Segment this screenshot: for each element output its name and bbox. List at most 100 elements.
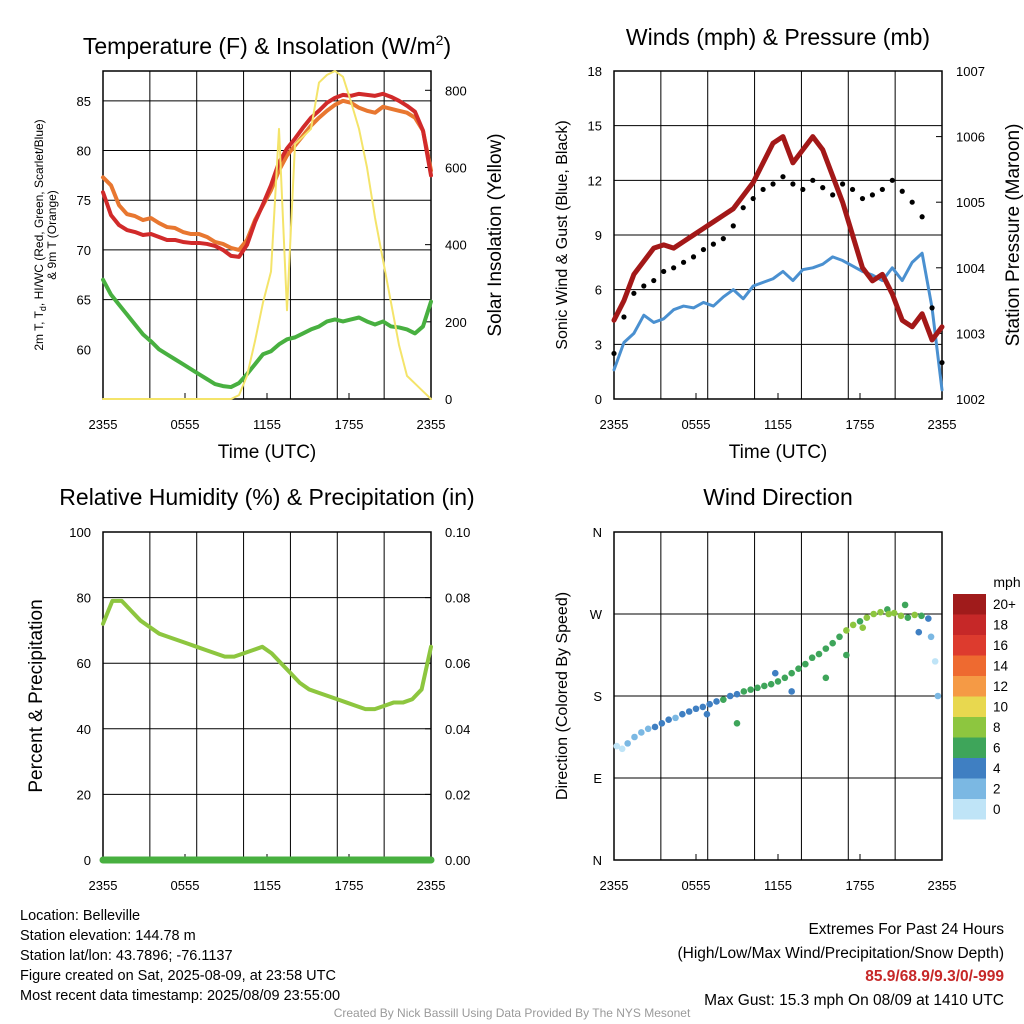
legend-swatch (953, 758, 986, 779)
y2-tick-label: 800 (445, 83, 467, 98)
legend-label: 10 (993, 700, 1008, 715)
gust-point (661, 268, 667, 275)
pressure-y-label: Station Pressure (Maroon) (1003, 124, 1024, 347)
direction-point (761, 682, 768, 690)
gust-point (631, 290, 637, 296)
direction-point (658, 720, 666, 727)
y2-tick-label: 0.02 (445, 787, 470, 802)
wind-direction-points (613, 601, 942, 753)
direction-point (726, 692, 734, 700)
temperature-series (101, 70, 433, 400)
y-tick-label: 65 (77, 293, 91, 308)
wind-direction-grid (614, 531, 942, 860)
direction-point (767, 680, 775, 688)
x-tick-label: 2355 (89, 417, 118, 432)
wind-speed-line (612, 251, 944, 392)
x-tick-label: 1755 (335, 878, 364, 893)
gust-point (790, 181, 796, 187)
gust-point (621, 314, 627, 320)
direction-point (904, 614, 912, 621)
direction-point (747, 686, 754, 693)
y2-tick-label: 0.10 (445, 525, 470, 540)
wind-direction-panel: Wind Direction 2355 0555 1155 1755 2355 N E S W… (554, 484, 1021, 893)
legend-swatch (953, 594, 986, 615)
y-tick-label: 9 (595, 228, 602, 243)
legend-swatch (953, 614, 986, 635)
y2-tick-label: 400 (445, 238, 467, 253)
temperature-y-ticks: 60 65 70 75 80 85 (77, 94, 91, 357)
direction-point (644, 725, 652, 733)
x-tick-label: 1155 (253, 417, 281, 432)
direction-point (802, 660, 809, 668)
y-tick-label: E (593, 771, 602, 786)
direction-point (915, 628, 923, 636)
direction-point (836, 633, 843, 641)
legend-label: 16 (993, 638, 1008, 653)
pressure-line (611, 134, 945, 343)
humidity-x-ticks: 2355 0555 1155 1755 2355 (89, 854, 446, 893)
y-tick-label: 80 (77, 144, 91, 159)
humidity-title: Relative Humidity (%) & Precipitation (i… (59, 484, 474, 510)
direction-point (863, 614, 871, 621)
y2-tick-label: 200 (445, 315, 467, 330)
direction-point (925, 615, 932, 622)
y-tick-label: 75 (77, 193, 91, 208)
wind-x-ticks: 2355 0555 1155 1755 2355 (600, 393, 956, 432)
x-tick-label: 0555 (682, 878, 711, 893)
y2-tick-label: 0.06 (445, 656, 470, 671)
direction-point (733, 720, 741, 727)
gust-point (859, 195, 866, 202)
x-tick-label: 2355 (89, 878, 118, 893)
y2-tick-label: 1004 (956, 261, 985, 276)
y-tick-label: 0 (84, 853, 91, 868)
direction-point (856, 617, 864, 625)
station-location: Location: Belleville (20, 908, 141, 924)
x-tick-label: 2355 (928, 878, 957, 893)
x-tick-label: 0555 (682, 417, 711, 432)
x-tick-label: 1155 (764, 417, 792, 432)
x-tick-label: 0555 (171, 417, 200, 432)
legend-label: 6 (993, 741, 1001, 756)
y-tick-label: 15 (588, 119, 602, 134)
temperature-panel: Temperature (F) & Insolation (W/m2) 2355… (32, 32, 506, 463)
direction-point (771, 669, 779, 677)
legend-label: 0 (993, 802, 1001, 817)
direction-point (754, 684, 761, 692)
y2-tick-label: 1003 (956, 326, 985, 341)
y2-tick-label: 1006 (956, 130, 985, 145)
gust-point (641, 283, 647, 289)
y2-tick-label: 0 (445, 392, 452, 407)
gust-point (919, 214, 925, 220)
direction-point (795, 665, 802, 672)
direction-point (774, 678, 782, 685)
max-gust: Max Gust: 15.3 mph On 08/09 at 1410 UTC (704, 991, 1004, 1009)
gust-point (720, 236, 726, 242)
humidity-y2-ticks: 0.00 0.02 0.04 0.06 0.08 0.10 (425, 525, 470, 868)
x-tick-label: 2355 (600, 417, 629, 432)
gust-point (800, 186, 806, 193)
direction-point (822, 674, 830, 682)
legend-label: 14 (993, 659, 1009, 674)
humidity-panel: Relative Humidity (%) & Precipitation (i… (26, 484, 475, 893)
temperature-y-label: 2m T, Td, HI/WC (Red, Green, Scarlet/Blu… (32, 119, 48, 350)
direction-point (843, 627, 850, 634)
y-tick-label: N (593, 853, 602, 868)
gust-point (700, 246, 707, 253)
direction-point (788, 669, 795, 677)
y-tick-label: 80 (77, 591, 91, 606)
y2-tick-label: 1007 (956, 64, 985, 79)
y-tick-label: 60 (77, 342, 91, 357)
gust-point (929, 305, 935, 311)
direction-point (740, 688, 748, 695)
x-tick-label: 2355 (417, 878, 446, 893)
direction-point (870, 610, 877, 618)
gust-point (710, 241, 716, 247)
direction-point (733, 690, 741, 698)
station-info: Location: Belleville Station elevation: … (20, 906, 340, 1006)
y2-tick-label: 1005 (956, 195, 985, 210)
x-tick-label: 2355 (600, 878, 629, 893)
x-tick-label: 1155 (764, 878, 792, 893)
direction-point (808, 654, 816, 662)
direction-point (624, 740, 631, 747)
wind-direction-y-label: Direction (Colored By Speed) (554, 592, 571, 800)
